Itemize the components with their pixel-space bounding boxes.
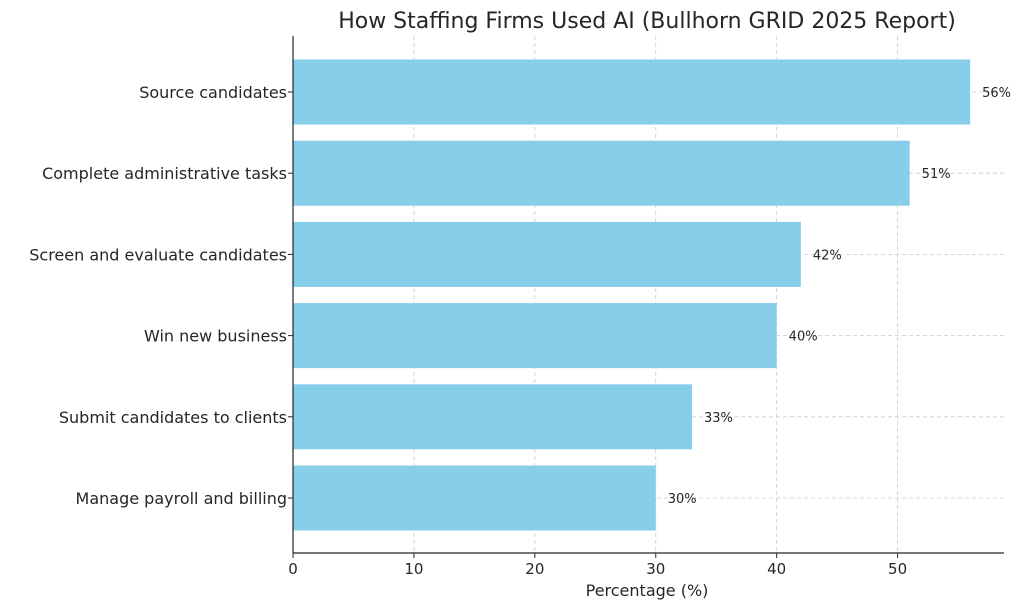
bar	[293, 140, 910, 206]
value-labels: 56% 51% 42% 40% 33% 30%	[668, 86, 1011, 507]
category-label: Submit candidates to clients	[59, 408, 287, 427]
bar	[293, 59, 971, 125]
bar	[293, 303, 777, 369]
bar-value-label: 30%	[668, 492, 697, 507]
x-ticks: 0 10 20 30 40 50	[288, 91, 907, 578]
category-labels: Source candidates Complete administrative…	[29, 83, 287, 508]
bar	[293, 221, 801, 287]
category-label: Screen and evaluate candidates	[29, 245, 287, 264]
x-tick-label: 0	[288, 560, 298, 578]
bar-value-label: 42%	[813, 248, 842, 263]
bars	[293, 59, 971, 531]
x-axis-title: Percentage (%)	[586, 581, 709, 600]
category-label: Source candidates	[139, 83, 287, 102]
category-label: Manage payroll and billing	[76, 489, 287, 508]
category-label: Win new business	[144, 327, 287, 346]
bar	[293, 384, 693, 450]
bar-value-label: 40%	[789, 330, 818, 345]
x-tick-label: 10	[404, 560, 423, 578]
chart-title: How Staffing Firms Used AI (Bullhorn GRI…	[338, 9, 956, 34]
x-tick-label: 30	[646, 560, 665, 578]
x-tick-label: 50	[888, 560, 907, 578]
bar-value-label: 51%	[922, 167, 951, 182]
bar	[293, 465, 656, 531]
category-label: Complete administrative tasks	[42, 164, 287, 183]
bar-value-label: 56%	[982, 86, 1011, 101]
bar-value-label: 33%	[704, 411, 733, 426]
x-tick-label: 40	[767, 560, 786, 578]
x-tick-label: 20	[525, 560, 544, 578]
